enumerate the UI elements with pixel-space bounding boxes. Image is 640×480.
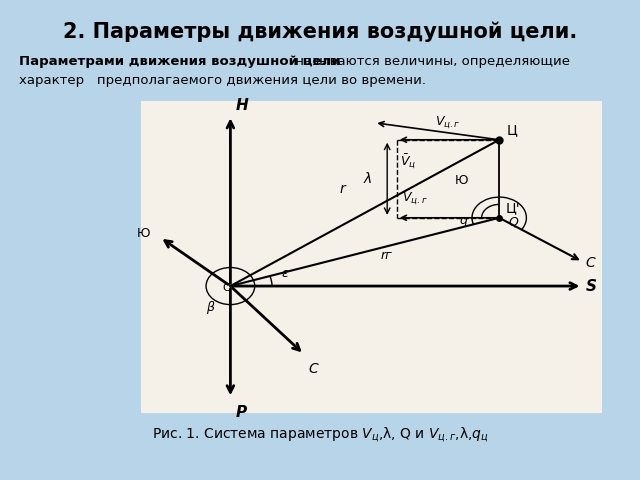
Text: характер   предполагаемого движения цели во времени.: характер предполагаемого движения цели в… [19,74,426,87]
Text: $V_{ц.г}$: $V_{ц.г}$ [435,115,461,131]
Text: Ц: Ц [507,123,518,137]
Text: $\bar{V}_{ц.г}$: $\bar{V}_{ц.г}$ [402,188,428,207]
Text: S: S [586,278,596,294]
Text: q: q [460,214,467,227]
Text: λ: λ [364,172,372,186]
Text: Ю: Ю [454,174,468,187]
Text: Q: Q [509,215,518,228]
FancyBboxPatch shape [141,101,602,413]
Text: Ц': Ц' [506,201,520,215]
Text: 2. Параметры движения воздушной цели.: 2. Параметры движения воздушной цели. [63,22,577,42]
Text: Параметрами движения воздушной цели: Параметрами движения воздушной цели [19,55,341,68]
Text: P: P [236,406,246,420]
Text: r: r [339,182,345,196]
Text: β: β [206,301,214,314]
Text: $\bar{V}_{ц}$: $\bar{V}_{ц}$ [400,152,416,171]
Text: Рис. 1. Система параметров $V_{ц}$,λ, Q и $V_{ц.г}$,λ,$q_{ц}$: Рис. 1. Система параметров $V_{ц}$,λ, Q … [152,425,488,444]
Text: Ю: Ю [137,227,150,240]
Text: C: C [586,256,595,270]
Text: ε: ε [282,267,289,280]
Text: H: H [236,98,248,113]
Text: называются величины, определяющие: называются величины, определяющие [291,55,570,68]
Text: rг: rг [381,249,392,262]
Text: O: O [223,283,232,293]
Text: C: C [308,361,318,376]
